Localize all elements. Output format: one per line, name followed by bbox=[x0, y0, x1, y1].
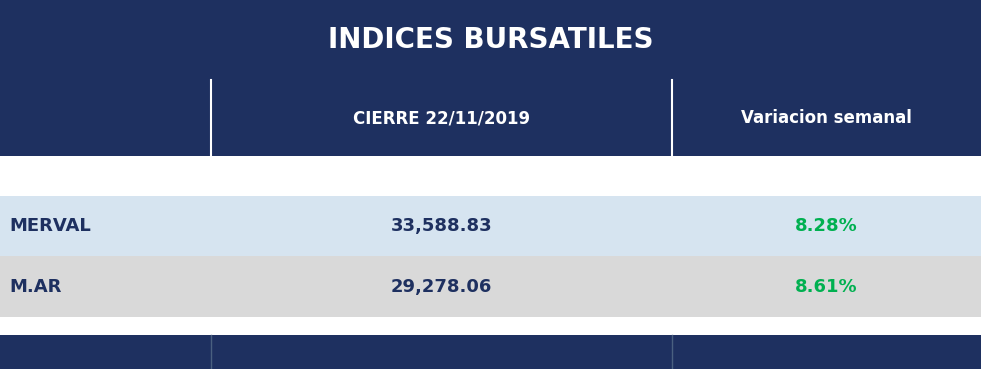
Text: INDICES BURSATILES: INDICES BURSATILES bbox=[328, 26, 653, 54]
Text: 8.28%: 8.28% bbox=[796, 217, 857, 235]
Bar bbox=[0, 80, 211, 156]
Text: Variacion semanal: Variacion semanal bbox=[741, 109, 912, 127]
Bar bbox=[0, 196, 981, 256]
Text: 33,588.83: 33,588.83 bbox=[390, 217, 492, 235]
Bar bbox=[0, 256, 981, 317]
Bar bbox=[672, 80, 981, 156]
Text: 29,278.06: 29,278.06 bbox=[390, 277, 492, 296]
Text: CIERRE 22/11/2019: CIERRE 22/11/2019 bbox=[353, 109, 530, 127]
Bar bbox=[0, 317, 981, 335]
Bar bbox=[0, 335, 981, 369]
Bar bbox=[0, 0, 981, 80]
Text: M.AR: M.AR bbox=[10, 277, 62, 296]
Bar bbox=[0, 156, 981, 196]
Text: MERVAL: MERVAL bbox=[10, 217, 91, 235]
Text: 8.61%: 8.61% bbox=[796, 277, 857, 296]
Bar bbox=[211, 80, 672, 156]
